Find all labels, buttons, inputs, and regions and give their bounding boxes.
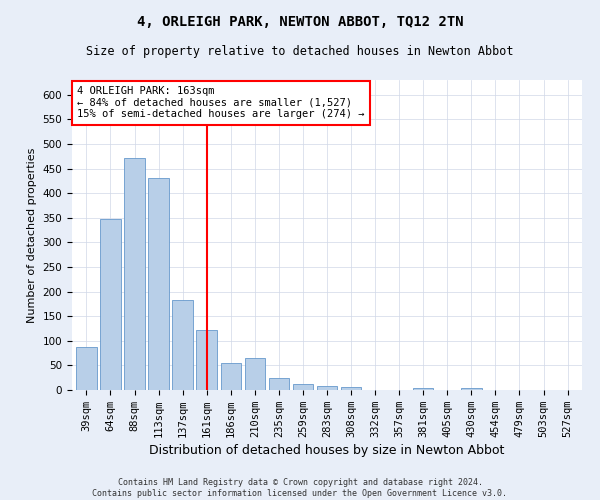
- Bar: [148, 178, 169, 390]
- Bar: [413, 388, 433, 390]
- Bar: [221, 363, 241, 390]
- Bar: [461, 388, 482, 390]
- Bar: [196, 330, 217, 390]
- Bar: [124, 158, 145, 390]
- X-axis label: Distribution of detached houses by size in Newton Abbot: Distribution of detached houses by size …: [149, 444, 505, 457]
- Bar: [100, 219, 121, 390]
- Text: Contains HM Land Registry data © Crown copyright and database right 2024.
Contai: Contains HM Land Registry data © Crown c…: [92, 478, 508, 498]
- Bar: [76, 346, 97, 390]
- Bar: [341, 387, 361, 390]
- Text: 4 ORLEIGH PARK: 163sqm
← 84% of detached houses are smaller (1,527)
15% of semi-: 4 ORLEIGH PARK: 163sqm ← 84% of detached…: [77, 86, 365, 120]
- Bar: [317, 386, 337, 390]
- Text: 4, ORLEIGH PARK, NEWTON ABBOT, TQ12 2TN: 4, ORLEIGH PARK, NEWTON ABBOT, TQ12 2TN: [137, 15, 463, 29]
- Bar: [172, 300, 193, 390]
- Y-axis label: Number of detached properties: Number of detached properties: [27, 148, 37, 322]
- Bar: [269, 378, 289, 390]
- Text: Size of property relative to detached houses in Newton Abbot: Size of property relative to detached ho…: [86, 45, 514, 58]
- Bar: [245, 358, 265, 390]
- Bar: [293, 384, 313, 390]
